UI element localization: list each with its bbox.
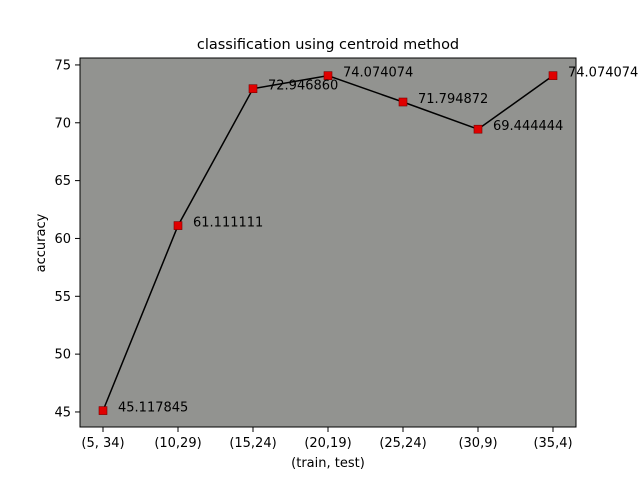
y-tick-label: 55 — [54, 290, 71, 305]
y-tick-label: 75 — [54, 58, 71, 73]
data-labels: 45.117845 61.111111 72.946860 74.074074 71.7… — [118, 66, 638, 416]
data-label: 71.794872 — [418, 92, 488, 107]
data-label: 72.946860 — [268, 79, 338, 94]
x-tick-label: (10,29) — [154, 436, 201, 451]
chart-title: classification using centroid method — [197, 37, 459, 53]
y-tick-label: 70 — [54, 116, 71, 131]
plot-area — [79, 57, 577, 428]
series-markers — [98, 71, 558, 415]
data-label: 45.117845 — [118, 401, 188, 416]
data-point — [398, 97, 408, 107]
x-tick-label: (35,4) — [533, 436, 572, 451]
data-point — [323, 71, 333, 80]
x-axis: (5, 34) (10,29) (15,24) (20,19) (25,24) (30,9… — [81, 427, 573, 451]
y-tick-label: 45 — [54, 405, 71, 420]
y-tick-label: 50 — [54, 348, 71, 363]
data-point — [98, 406, 108, 415]
y-tick-label: 65 — [54, 174, 71, 189]
data-point — [173, 221, 183, 230]
data-label: 69.444444 — [493, 119, 563, 134]
x-tick-label: (5, 34) — [81, 436, 124, 451]
data-point — [548, 71, 558, 80]
x-tick-label: (15,24) — [229, 436, 276, 451]
y-tick-label: 60 — [54, 232, 71, 247]
data-point — [473, 124, 483, 134]
data-point — [248, 84, 258, 93]
x-tick-label: (20,19) — [304, 436, 351, 451]
x-axis-title: (train, test) — [291, 456, 365, 471]
y-axis: 45 50 55 60 65 70 75 — [54, 58, 80, 420]
x-tick-label: (30,9) — [458, 436, 497, 451]
data-label: 74.074074 — [568, 66, 638, 81]
data-label: 61.111111 — [193, 216, 263, 231]
data-label: 74.074074 — [343, 66, 413, 81]
y-axis-title: accuracy — [34, 213, 49, 272]
x-tick-label: (25,24) — [379, 436, 426, 451]
